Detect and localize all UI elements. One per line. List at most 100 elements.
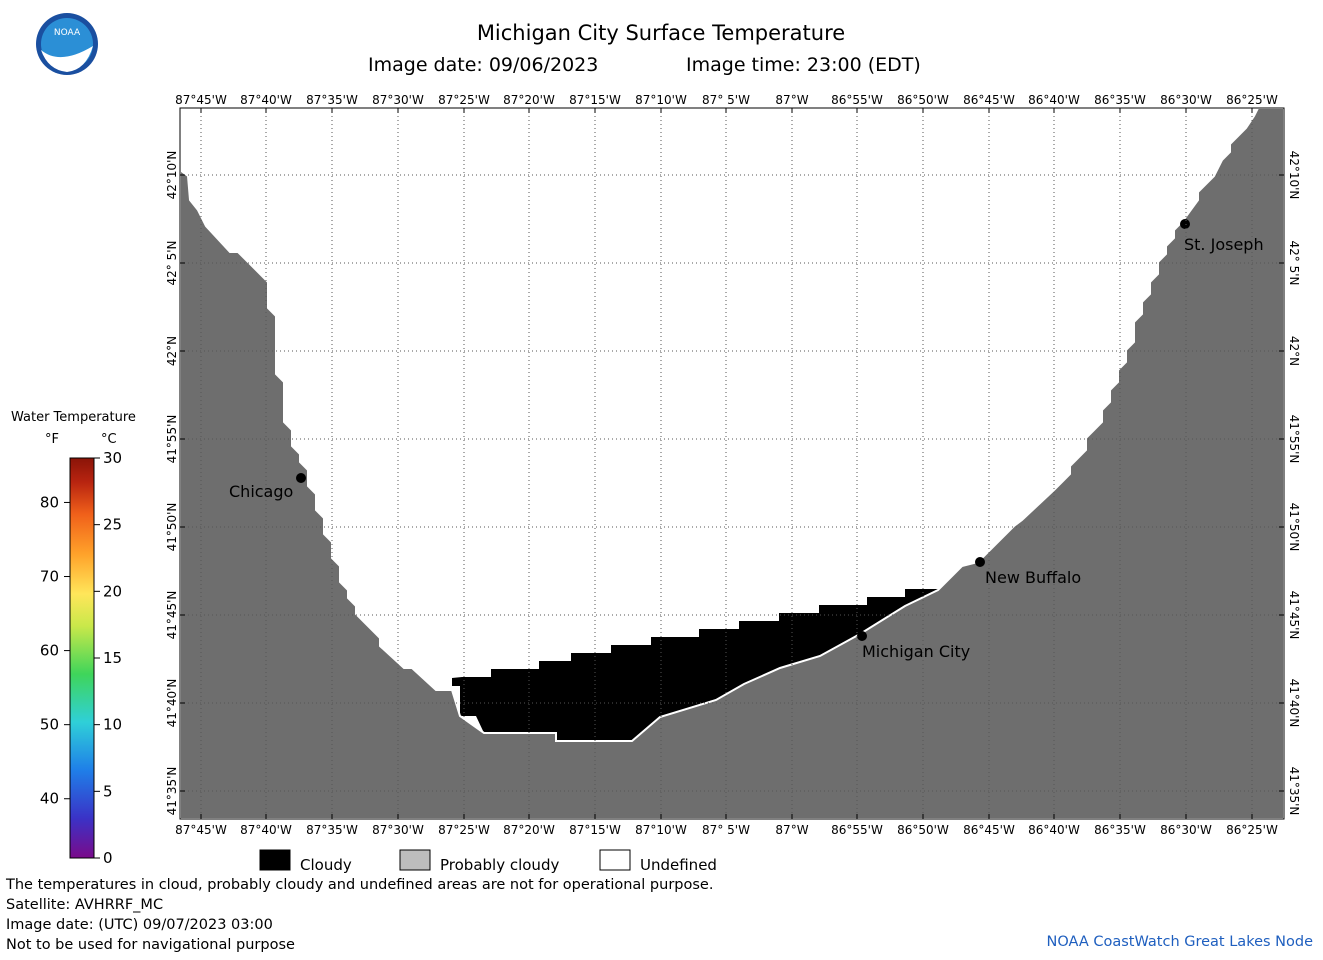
lon-label-bottom: 87°15'W [569, 823, 621, 837]
lat-label-right: 41°45'N [1287, 591, 1301, 640]
fahrenheit-ticks: 40 50 60 70 80 [40, 493, 70, 808]
lat-label-left: 42° 5'N [165, 241, 179, 286]
footer-utc-date: Image date: (UTC) 09/07/2023 03:00 [6, 917, 273, 933]
footer-credit: NOAA CoastWatch Great Lakes Node [1046, 934, 1313, 950]
lon-label-bottom: 86°55'W [831, 823, 883, 837]
lat-label-right: 41°35'N [1287, 767, 1301, 816]
legend-swatch-cloudy [259, 849, 291, 871]
category-legend: Cloudy Probably cloudy Undefined [259, 849, 717, 874]
lat-label-right: 42°N [1287, 336, 1301, 366]
c-tick-label: 5 [103, 782, 113, 800]
lon-label-top: 87°15'W [569, 93, 621, 107]
noaa-logo: NOAA [36, 13, 98, 75]
city-label-michigan-city: Michigan City [862, 642, 970, 661]
lat-label-left: 42°N [165, 336, 179, 366]
latitude-labels-right: 42°10'N 42° 5'N 42°N 41°55'N 41°50'N 41°45'N 4… [1279, 151, 1301, 816]
lon-label-bottom: 87°20'W [503, 823, 555, 837]
lon-label-top: 86°50'W [897, 93, 949, 107]
c-tick-label: 30 [103, 449, 122, 467]
lon-label-top: 87°W [775, 93, 808, 107]
land-area [180, 108, 1284, 819]
lon-label-bottom: 87°W [775, 823, 808, 837]
lon-label-bottom: 86°30'W [1160, 823, 1212, 837]
lon-label-top: 87°40'W [240, 93, 292, 107]
legend-label-cloudy: Cloudy [300, 856, 352, 874]
legend-swatch-probably-cloudy [399, 849, 431, 871]
celsius-ticks: 0 5 10 15 20 25 30 [94, 449, 122, 867]
c-tick-label: 0 [103, 849, 113, 867]
footer-satellite: Satellite: AVHRRF_MC [6, 897, 164, 913]
latitude-labels-left: 42°10'N 42° 5'N 42°N 41°55'N 41°50'N 41°45'N 4… [165, 151, 185, 816]
city-marker-st-joseph [1180, 219, 1190, 229]
city-label-chicago: Chicago [229, 482, 293, 501]
c-tick-label: 10 [103, 716, 122, 734]
lon-label-bottom: 87°25'W [438, 823, 490, 837]
color-bar [69, 457, 95, 859]
lon-label-top: 86°40'W [1028, 93, 1080, 107]
lon-label-bottom: 87°40'W [240, 823, 292, 837]
lat-label-right: 42°10'N [1287, 151, 1301, 200]
city-marker-new-buffalo [975, 557, 985, 567]
longitude-labels-bottom: 87°45'W 87°40'W 87°35'W 87°30'W 87°25'W 87°20… [175, 814, 1278, 837]
logo-text: NOAA [54, 28, 81, 38]
lat-label-right: 41°50'N [1287, 503, 1301, 552]
lat-label-left: 41°50'N [165, 503, 179, 552]
f-tick-label: 60 [40, 642, 59, 660]
lat-label-left: 41°45'N [165, 591, 179, 640]
lon-label-bottom: 87°10'W [635, 823, 687, 837]
unit-fahrenheit: °F [45, 432, 59, 447]
legend-swatch-undefined [599, 849, 631, 871]
city-label-st-joseph: St. Joseph [1184, 235, 1264, 254]
city-marker-chicago [296, 473, 306, 483]
lat-label-right: 41°55'N [1287, 415, 1301, 464]
city-label-new-buffalo: New Buffalo [985, 568, 1081, 587]
lat-label-left: 41°35'N [165, 767, 179, 816]
lon-label-top: 87°20'W [503, 93, 555, 107]
footer-navigation-warning: Not to be used for navigational purpose [6, 937, 295, 953]
plot-area [180, 108, 1284, 819]
lat-label-left: 41°55'N [165, 415, 179, 464]
longitude-labels-top: 87°45'W 87°40'W 87°35'W 87°30'W 87°25'W 87°20… [175, 93, 1278, 113]
lon-label-bottom: 87°35'W [306, 823, 358, 837]
graticule-overlay [180, 108, 1284, 819]
lat-label-right: 42° 5'N [1287, 241, 1301, 286]
lat-label-left: 42°10'N [165, 151, 179, 200]
lon-label-top: 87°25'W [438, 93, 490, 107]
lon-label-top: 86°45'W [963, 93, 1015, 107]
legend-label-probably-cloudy: Probably cloudy [440, 856, 559, 874]
lon-label-bottom: 87°30'W [372, 823, 424, 837]
lon-label-top: 87°10'W [635, 93, 687, 107]
image-time: Image time: 23:00 (EDT) [686, 54, 921, 76]
lon-label-top: 86°25'W [1226, 93, 1278, 107]
image-date: Image date: 09/06/2023 [368, 54, 598, 76]
lon-label-top: 87°30'W [372, 93, 424, 107]
c-tick-label: 25 [103, 516, 122, 534]
lon-label-top: 87° 5'W [702, 93, 750, 107]
map-title: Michigan City Surface Temperature [477, 21, 845, 45]
c-tick-label: 20 [103, 582, 122, 600]
legend-label-undefined: Undefined [640, 856, 717, 874]
f-tick-label: 80 [40, 493, 59, 511]
lon-label-top: 86°35'W [1094, 93, 1146, 107]
lon-label-bottom: 86°40'W [1028, 823, 1080, 837]
lon-label-bottom: 86°35'W [1094, 823, 1146, 837]
lat-label-right: 41°40'N [1287, 679, 1301, 728]
footer-disclaimer: The temperatures in cloud, probably clou… [6, 877, 714, 893]
lon-label-bottom: 86°25'W [1226, 823, 1278, 837]
lon-label-top: 87°45'W [175, 93, 227, 107]
lon-label-top: 86°55'W [831, 93, 883, 107]
f-tick-label: 70 [40, 568, 59, 586]
lon-label-bottom: 86°45'W [963, 823, 1015, 837]
cloud-area [452, 589, 938, 741]
city-marker-michigan-city [857, 631, 867, 641]
f-tick-label: 50 [40, 716, 59, 734]
temperature-color-scale: Water Temperature °F °C 40 50 60 70 80 0 5 10 1… [11, 410, 136, 867]
lon-label-bottom: 87°45'W [175, 823, 227, 837]
unit-celsius: °C [101, 432, 117, 447]
lon-label-bottom: 87° 5'W [702, 823, 750, 837]
lat-label-left: 41°40'N [165, 679, 179, 728]
lon-label-top: 87°35'W [306, 93, 358, 107]
plot-frame [179, 107, 1285, 820]
lon-label-top: 86°30'W [1160, 93, 1212, 107]
